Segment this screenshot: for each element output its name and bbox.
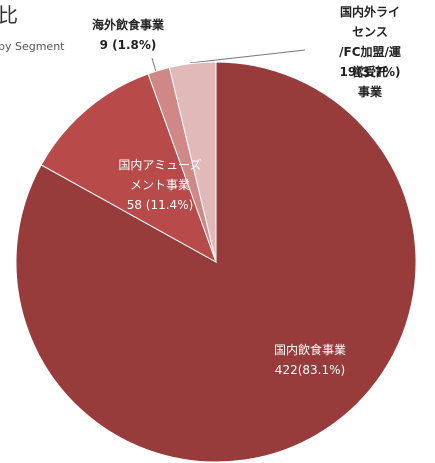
chart-title: 比 <box>0 3 18 27</box>
value-label: 58 (11.4%) <box>126 198 194 212</box>
pie-slice <box>40 73 217 264</box>
slice-label: 国内飲食事業 <box>273 343 347 357</box>
slice-label: 海外飲食事業 <box>91 18 165 32</box>
value-label: 9 (1.8%) <box>99 38 157 52</box>
chart-subtitle: by Segment <box>0 40 65 53</box>
value-label: 422(83.1%) <box>274 363 346 377</box>
leader-line <box>151 57 157 73</box>
slice-label: 国内アミューズ メント事業 <box>118 158 202 192</box>
slice-label: 国内外ライセンス /FC加盟/運営受託 事業 <box>339 5 401 99</box>
pie-slice <box>168 61 217 263</box>
value-label: 19(3.7%) <box>339 65 401 79</box>
leader-line <box>189 49 306 64</box>
